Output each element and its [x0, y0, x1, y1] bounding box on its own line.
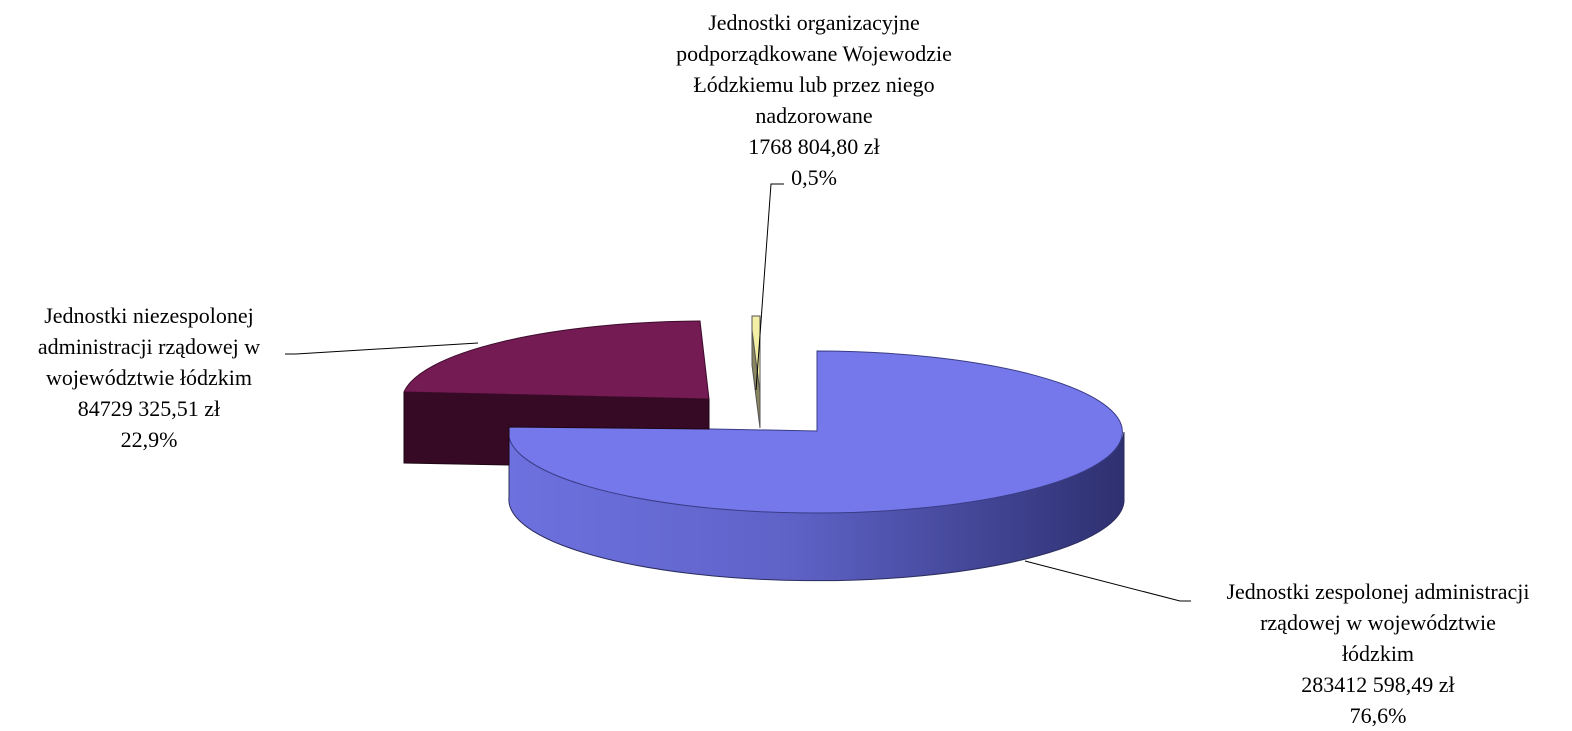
pie-slice-niezespolone[interactable] [403, 320, 710, 400]
slice-label-zespolone: Jednostki zespolonej administracji rządo… [1226, 576, 1529, 731]
pie-slice-zespolone[interactable] [507, 350, 1123, 514]
slice-value: 84729 325,51 zł [77, 396, 221, 421]
slice-value: 283412 598,49 zł [1301, 672, 1455, 697]
slice-percent: 0,5% [791, 165, 837, 190]
slice-label-line: nadzorowane [755, 103, 873, 128]
slice-label-line: rządowej w województwie [1260, 610, 1496, 635]
slice-label-line: łódzkim [1341, 641, 1415, 666]
slice-label-line: Jednostki organizacyjne [708, 10, 920, 35]
leader-line-niezespolone [285, 342, 479, 355]
slice-value: 1768 804,80 zł [748, 134, 880, 159]
slice-percent: 22,9% [120, 427, 178, 452]
slice-label-line: województwie łódzkim [46, 365, 252, 390]
slice-percent: 76,6% [1349, 703, 1407, 728]
slice-label-niezespolone: Jednostki niezespolonej administracji rz… [38, 300, 260, 455]
slice-label-line: Jednostki zespolonej administracji [1226, 579, 1530, 604]
slice-label-line: Łódzkiemu lub przez niego [693, 72, 935, 97]
slice-label-line: Jednostki niezespolonej [44, 303, 254, 328]
leader-line-zespolone [1024, 560, 1191, 602]
slice-label-podporzadkowane: Jednostki organizacyjne podporządkowane … [676, 7, 952, 193]
pie-slice-podporzadkowane[interactable] [751, 315, 761, 393]
slice-label-line: administracji rządowej w [37, 334, 261, 359]
leader-line-podporzadkowane [755, 183, 784, 391]
slice-label-line: podporządkowane Wojewodzie [676, 41, 952, 66]
